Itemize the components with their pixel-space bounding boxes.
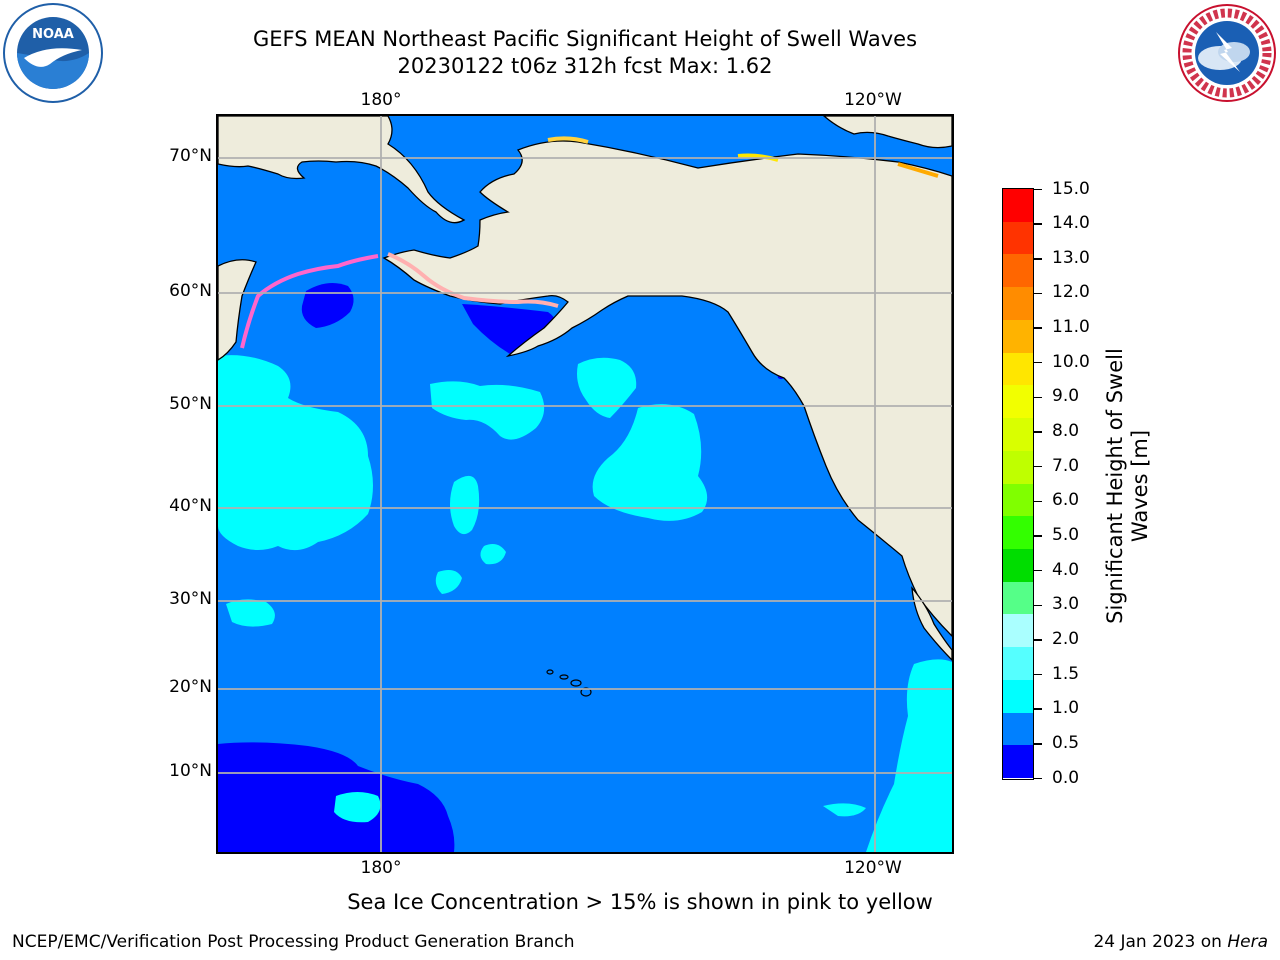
map-title: GEFS MEAN Northeast Pacific Significant …: [252, 27, 918, 51]
colorbar-tick: [1034, 396, 1042, 399]
colorbar-tick-label: 11.0: [1052, 317, 1090, 338]
lon-label-120w-top: 120°W: [844, 90, 902, 110]
colorbar-tick-label: 1.0: [1052, 698, 1080, 719]
colorbar-tick: [1034, 639, 1042, 641]
colorbar-tick: [1034, 258, 1042, 260]
national-weather-service-logo: [1176, 2, 1278, 104]
land: [218, 116, 952, 661]
colorbar-tick: [1034, 500, 1042, 503]
colorbar-tick: [1034, 292, 1042, 295]
colorbar-tick: [1034, 188, 1042, 191]
colorbar-tick-label: 12.0: [1052, 282, 1090, 303]
colorbar-tick: [1034, 604, 1042, 606]
colorbar-tick: [1034, 569, 1042, 572]
lon-label-180-top: 180°: [360, 90, 402, 110]
colorbar-segment: [1003, 287, 1033, 321]
colorbar-tick-label: 5.0: [1052, 524, 1080, 545]
hawaii-islands: [546, 669, 592, 697]
colorbar-segment: [1003, 483, 1033, 517]
colorbar-segment: [1003, 352, 1033, 386]
colorbar-segment: [1003, 581, 1033, 615]
sea-ice: [240, 136, 939, 349]
colorbar-segment: [1003, 516, 1033, 550]
land-baja: [911, 586, 952, 661]
colorbar-tick: [1034, 777, 1042, 780]
lat-label-40n: 40°N: [169, 496, 212, 516]
colorbar-tick-label: 8.0: [1052, 421, 1080, 442]
noaa-logo-text: NOAA: [32, 27, 74, 42]
footer-date-text: 24 Jan 2023 on: [1093, 932, 1228, 952]
colorbar-segment: [1003, 385, 1033, 419]
map-subtitle: 20230122 t06z 312h fcst Max: 1.62: [397, 54, 773, 78]
colorbar-tick: [1034, 431, 1042, 433]
colorbar-segment: [1003, 745, 1033, 779]
colorbar-segment: [1003, 254, 1033, 288]
colorbar-segment: [1003, 679, 1033, 714]
lat-label-50n: 50°N: [169, 394, 212, 414]
colorbar-segment: [1003, 712, 1033, 746]
lon-label-120w-bottom: 120°W: [844, 858, 902, 878]
colorbar-tick-label: 13.0: [1052, 247, 1090, 268]
map-panel: [216, 114, 954, 854]
colorbar-tick: [1034, 223, 1042, 225]
cyan-patches: [218, 355, 952, 852]
colorbar-tick-label: 4.0: [1052, 559, 1080, 580]
lat-label-70n: 70°N: [169, 146, 212, 166]
colorbar-label: Significant Height of Swell Waves [m]: [1103, 348, 1152, 624]
footer-date: 24 Jan 2023 on Hera: [1093, 932, 1268, 952]
lat-label-60n: 60°N: [169, 281, 212, 301]
sea-ice-note: Sea Ice Concentration > 15% is shown in …: [347, 890, 933, 914]
land-alaska: [382, 140, 952, 637]
colorbar-segment: [1003, 319, 1033, 354]
colorbar-segment: [1003, 548, 1033, 583]
colorbar-tick-label: 2.0: [1052, 628, 1080, 649]
land-kamchatka: [218, 259, 257, 361]
colorbar-tick-label: 7.0: [1052, 455, 1080, 476]
colorbar-tick-label: 15.0: [1052, 178, 1090, 199]
lon-label-180-bottom: 180°: [360, 858, 402, 878]
colorbar-tick: [1034, 673, 1042, 676]
lat-label-30n: 30°N: [169, 589, 212, 609]
colorbar-tick-label: 0.5: [1052, 732, 1080, 753]
footer-credit: NCEP/EMC/Verification Post Processing Pr…: [12, 932, 575, 952]
lat-label-20n: 20°N: [169, 677, 212, 697]
colorbar-segment: [1003, 189, 1033, 223]
colorbar-tick: [1034, 708, 1042, 710]
colorbar-tick: [1034, 327, 1042, 329]
colorbar: [1002, 188, 1034, 780]
footer-host: Hera: [1227, 932, 1268, 952]
noaa-logo: NOAA: [2, 2, 104, 104]
colorbar-segment: [1003, 450, 1033, 484]
colorbar-tick: [1034, 361, 1042, 364]
colorbar-tick-label: 10.0: [1052, 351, 1090, 372]
land-arctic-islands: [823, 116, 952, 149]
colorbar-tick-label: 9.0: [1052, 386, 1080, 407]
land-siberia: [218, 116, 466, 224]
colorbar-segment: [1003, 418, 1033, 452]
colorbar-tick: [1034, 465, 1042, 468]
colorbar-tick: [1034, 535, 1042, 537]
colorbar-segment: [1003, 647, 1033, 681]
graticule: [218, 116, 952, 852]
colorbar-tick-label: 0.0: [1052, 767, 1080, 788]
colorbar-tick-label: 3.0: [1052, 594, 1080, 615]
lat-label-10n: 10°N: [169, 761, 212, 781]
colorbar-segment: [1003, 221, 1033, 255]
colorbar-tick: [1034, 743, 1042, 745]
colorbar-tick-label: 6.0: [1052, 490, 1080, 511]
colorbar-segment: [1003, 614, 1033, 648]
colorbar-tick-label: 14.0: [1052, 213, 1090, 234]
colorbar-tick-label: 1.5: [1052, 663, 1080, 684]
low-swell-bering: [301, 282, 354, 328]
